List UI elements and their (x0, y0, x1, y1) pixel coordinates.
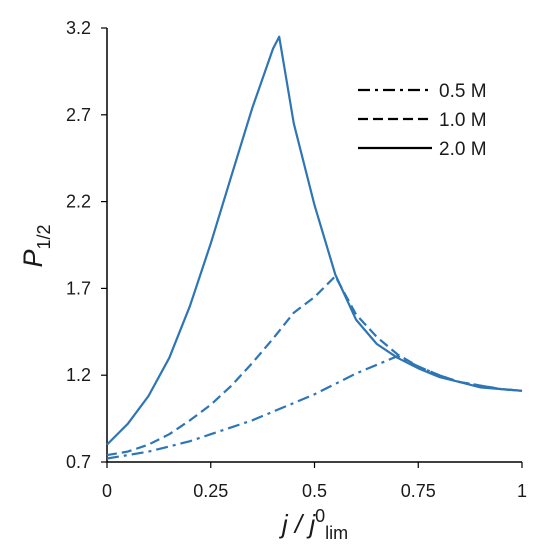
legend-label: 1.0 M (439, 110, 487, 131)
y-axis-title-sub: 1/2 (34, 224, 54, 249)
y-axis-title-main: P (18, 250, 48, 268)
x-tick-label: 0.25 (193, 481, 228, 501)
legend-label: 2.0 M (439, 139, 487, 160)
axes: 0 0.25 0.5 0.75 1 0.7 1.2 1.7 2.2 2.7 3.2 (66, 18, 527, 501)
x-axis-title: j / j0lim (279, 506, 348, 543)
series-line-0-5-m (106, 355, 523, 460)
x-tick-label: 0.75 (401, 481, 436, 501)
x-tick-label: 0 (102, 481, 112, 501)
y-tick-label: 2.2 (66, 192, 91, 212)
legend-label: 0.5 M (439, 81, 487, 102)
series-line-2-0-m (106, 35, 523, 446)
x-tick-label: 1 (517, 481, 527, 501)
x-axis-title-sup: 0 (315, 506, 325, 526)
legend: 0.5 M 1.0 M 2.0 M (358, 81, 487, 160)
x-axis-title-main: j / j (279, 509, 316, 539)
x-tick-label: 0.5 (302, 481, 327, 501)
series-line-1-0-m (106, 275, 523, 457)
y-tick-label: 1.2 (66, 365, 91, 385)
y-axis-title: P1/2 (18, 224, 54, 267)
y-tick-label: 2.7 (66, 105, 91, 125)
x-axis-title-sub: lim (325, 523, 348, 543)
series-layer (106, 35, 523, 460)
y-tick-label: 1.7 (66, 278, 91, 298)
y-tick-label: 0.7 (66, 452, 91, 472)
y-tick-label: 3.2 (66, 18, 91, 38)
